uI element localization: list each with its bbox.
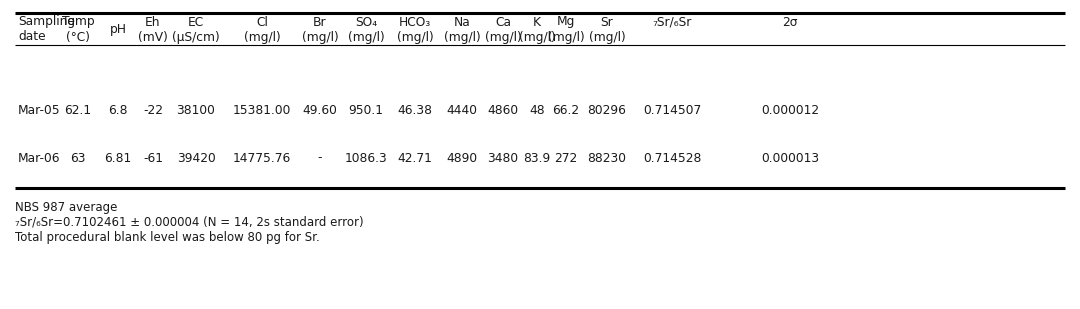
Text: -22: -22 <box>143 104 163 116</box>
Text: (mV): (mV) <box>138 31 167 44</box>
Text: -: - <box>318 151 322 164</box>
Text: 49.60: 49.60 <box>302 104 337 116</box>
Text: Temp: Temp <box>62 15 94 28</box>
Text: ₇Sr/₆Sr: ₇Sr/₆Sr <box>652 15 691 28</box>
Text: (mg/l): (mg/l) <box>485 31 522 44</box>
Text: -61: -61 <box>143 151 163 164</box>
Text: K: K <box>534 15 541 28</box>
Text: (°C): (°C) <box>66 31 90 44</box>
Text: 6.8: 6.8 <box>108 104 127 116</box>
Text: (mg/l): (mg/l) <box>244 31 281 44</box>
Text: (mg/l): (mg/l) <box>396 31 433 44</box>
Text: 2σ: 2σ <box>782 15 798 28</box>
Text: pH: pH <box>109 23 126 36</box>
Text: (mg/l): (mg/l) <box>301 31 338 44</box>
Text: Cl: Cl <box>256 15 268 28</box>
Text: 15381.00: 15381.00 <box>233 104 292 116</box>
Text: Mar-06: Mar-06 <box>18 151 60 164</box>
Text: 950.1: 950.1 <box>349 104 383 116</box>
Text: 46.38: 46.38 <box>397 104 432 116</box>
Text: Br: Br <box>313 15 327 28</box>
Text: 88230: 88230 <box>588 151 626 164</box>
Text: (mg/l): (mg/l) <box>589 31 625 44</box>
Text: NBS 987 average: NBS 987 average <box>15 201 118 214</box>
Text: Ca: Ca <box>495 15 511 28</box>
Text: (mg/l): (mg/l) <box>348 31 384 44</box>
Text: 66.2: 66.2 <box>553 104 580 116</box>
Text: (mg/l): (mg/l) <box>518 31 555 44</box>
Text: Eh: Eh <box>145 15 161 28</box>
Text: 4890: 4890 <box>446 151 477 164</box>
Text: HCO₃: HCO₃ <box>399 15 431 28</box>
Text: Sampling: Sampling <box>18 15 76 28</box>
Text: (mg/l): (mg/l) <box>444 31 481 44</box>
Text: Mg: Mg <box>557 15 576 28</box>
Text: 0.714507: 0.714507 <box>643 104 701 116</box>
Text: 39420: 39420 <box>177 151 215 164</box>
Text: SO₄: SO₄ <box>355 15 377 28</box>
Text: 1086.3: 1086.3 <box>345 151 388 164</box>
Text: 38100: 38100 <box>176 104 215 116</box>
Text: 80296: 80296 <box>588 104 626 116</box>
Text: Mar-05: Mar-05 <box>18 104 60 116</box>
Text: 63: 63 <box>70 151 85 164</box>
Text: Sr: Sr <box>600 15 613 28</box>
Text: 0.000012: 0.000012 <box>761 104 819 116</box>
Text: (mg/l): (mg/l) <box>548 31 584 44</box>
Text: ₇Sr/₆Sr=0.7102461 ± 0.000004 (N = 14, 2s standard error): ₇Sr/₆Sr=0.7102461 ± 0.000004 (N = 14, 2s… <box>15 215 364 228</box>
Text: 6.81: 6.81 <box>105 151 132 164</box>
Text: 3480: 3480 <box>487 151 518 164</box>
Text: 0.714528: 0.714528 <box>643 151 701 164</box>
Text: 272: 272 <box>554 151 578 164</box>
Text: 48: 48 <box>529 104 544 116</box>
Text: Total procedural blank level was below 80 pg for Sr.: Total procedural blank level was below 8… <box>15 231 320 243</box>
Text: date: date <box>18 31 45 44</box>
Text: 4860: 4860 <box>487 104 518 116</box>
Text: 14775.76: 14775.76 <box>233 151 292 164</box>
Text: 4440: 4440 <box>446 104 477 116</box>
Text: EC: EC <box>188 15 204 28</box>
Text: (μS/cm): (μS/cm) <box>172 31 220 44</box>
Text: 0.000013: 0.000013 <box>761 151 819 164</box>
Text: 62.1: 62.1 <box>65 104 92 116</box>
Text: 42.71: 42.71 <box>397 151 432 164</box>
Text: 83.9: 83.9 <box>524 151 551 164</box>
Text: Na: Na <box>454 15 471 28</box>
